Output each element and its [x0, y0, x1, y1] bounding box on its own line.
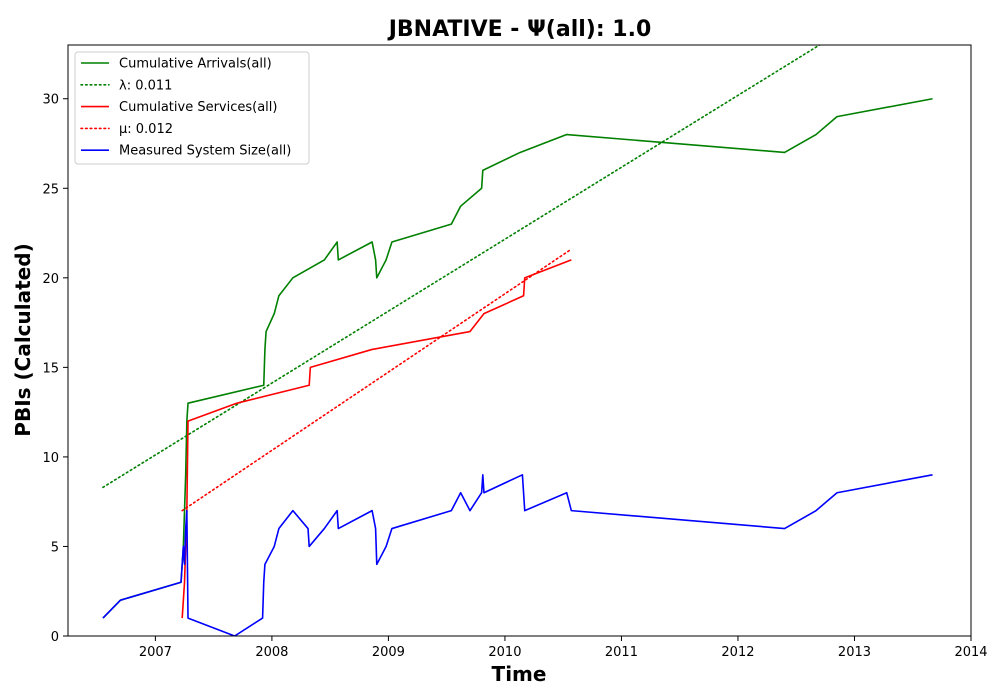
series-line-0-012 — [181, 248, 573, 512]
x-axis: 2007 2008 2009 2010 2011 2012 2013 2014 — [139, 636, 988, 660]
x-axis-label: Time — [492, 662, 547, 686]
legend-label: Measured System Size(all) — [119, 144, 291, 159]
x-tick-label: 2013 — [838, 645, 871, 660]
legend-label: Cumulative Services(all) — [119, 100, 277, 115]
y-tick-label: 25 — [42, 182, 59, 197]
chart-title: JBNATIVE - Ψ(all): 1.0 — [387, 17, 652, 42]
x-tick-label: 2007 — [139, 645, 172, 660]
legend-label: λ: 0.011 — [119, 78, 172, 93]
x-tick-label: 2008 — [255, 645, 288, 660]
legend-label: μ: 0.012 — [119, 122, 173, 137]
series-layer — [102, 45, 933, 636]
y-tick-label: 20 — [42, 272, 59, 287]
x-tick-label: 2014 — [954, 645, 987, 660]
x-tick-label: 2009 — [372, 645, 405, 660]
y-tick-label: 5 — [51, 540, 59, 555]
plot-area — [67, 44, 972, 637]
legend-label: Cumulative Arrivals(all) — [119, 57, 272, 72]
x-tick-label: 2012 — [721, 645, 754, 660]
y-tick-label: 15 — [42, 361, 59, 376]
series-line-0-011 — [102, 45, 821, 489]
legend-box — [74, 51, 310, 165]
x-tick-label: 2010 — [488, 645, 521, 660]
y-tick-label: 30 — [42, 93, 59, 108]
y-tick-label: 0 — [51, 630, 59, 645]
y-tick-label: 10 — [42, 451, 59, 466]
series-line-cumulative-arrivals-all — [102, 97, 933, 619]
legend: Cumulative Arrivals(all) λ: 0.011 Cumulati… — [74, 51, 310, 165]
x-tick-label: 2011 — [605, 645, 638, 660]
y-axis-label: PBIs (Calculated) — [11, 243, 35, 436]
series-line-measured-system-size-all — [102, 474, 933, 636]
y-axis: 0 5 10 15 20 25 30 — [42, 93, 68, 645]
plot-frame — [67, 44, 972, 637]
